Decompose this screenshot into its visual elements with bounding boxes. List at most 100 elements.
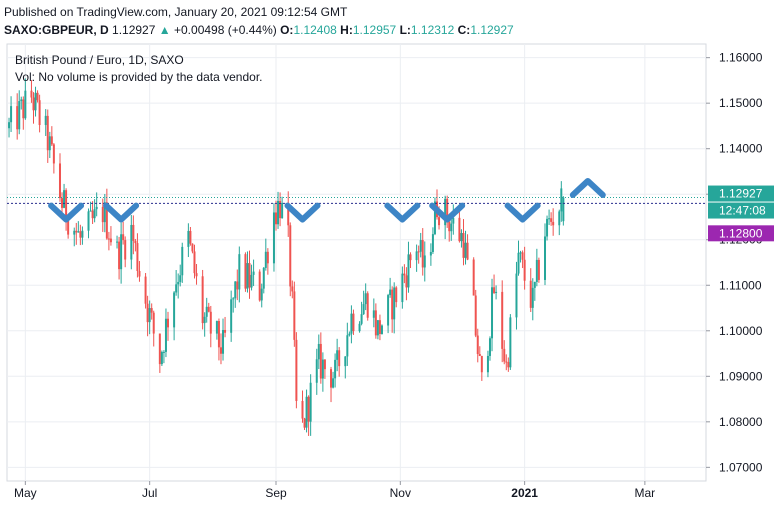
- candle: [486, 350, 489, 378]
- countdown-badge: 12:47:08: [708, 202, 774, 219]
- candle-body: [476, 335, 479, 354]
- candle-body: [65, 190, 68, 222]
- candle: [8, 117, 11, 138]
- candle-body: [146, 303, 149, 323]
- candle-body: [10, 106, 13, 123]
- candle: [120, 222, 123, 284]
- candle: [407, 241, 410, 293]
- candle: [338, 347, 341, 377]
- candle: [30, 80, 33, 103]
- candle: [303, 417, 306, 431]
- candle: [118, 236, 121, 280]
- candle: [433, 197, 436, 236]
- candle-body: [189, 230, 192, 244]
- candle-body: [20, 99, 23, 102]
- candle-body: [252, 271, 255, 275]
- candle: [558, 209, 561, 236]
- candle-body: [464, 242, 467, 258]
- candle-body: [515, 273, 518, 318]
- candle-body: [152, 312, 155, 334]
- candle: [38, 94, 41, 133]
- candle-body: [535, 259, 538, 282]
- candle: [130, 214, 133, 270]
- candle-body: [201, 276, 204, 324]
- candle-body: [77, 231, 80, 233]
- candle-body: [378, 320, 381, 334]
- candle: [189, 226, 192, 246]
- candle: [181, 242, 184, 283]
- candle-body: [336, 350, 339, 360]
- countdown-badge-text: 12:47:08: [719, 204, 766, 218]
- candle: [464, 230, 467, 265]
- candle-body: [346, 335, 349, 357]
- candle: [264, 238, 267, 271]
- candle-body: [52, 144, 55, 164]
- v-marker: [284, 202, 321, 223]
- candle: [393, 282, 396, 334]
- y-tick-label: 1.10000: [719, 324, 763, 338]
- candle-body: [495, 291, 498, 293]
- candle: [46, 109, 49, 163]
- candle: [503, 340, 506, 365]
- candle-body: [30, 90, 33, 98]
- candle: [366, 291, 369, 321]
- candle: [187, 223, 190, 258]
- candle: [201, 269, 204, 330]
- candle: [550, 212, 553, 226]
- candle-body: [421, 240, 424, 268]
- candle: [491, 278, 494, 352]
- candle: [493, 274, 496, 295]
- candle: [148, 300, 151, 335]
- open-value: 1.12408: [293, 23, 337, 37]
- candle-body: [395, 287, 398, 303]
- candle: [207, 302, 210, 313]
- candle-body: [358, 323, 361, 332]
- candle-body: [150, 308, 153, 313]
- candle-body: [38, 100, 41, 126]
- candle: [474, 289, 477, 338]
- candle: [209, 305, 212, 348]
- candle-body: [258, 271, 261, 301]
- candle-body: [330, 369, 333, 388]
- candle: [244, 252, 247, 292]
- candle: [215, 320, 218, 340]
- candle-body: [222, 329, 225, 354]
- candle-body: [486, 355, 489, 373]
- candle-body: [103, 202, 106, 223]
- candle: [544, 223, 547, 286]
- candle-body: [79, 231, 82, 238]
- candle-body: [73, 230, 76, 235]
- candle: [452, 204, 455, 235]
- candle-body: [234, 281, 237, 299]
- candle: [272, 203, 275, 272]
- candle: [65, 188, 68, 231]
- candle-body: [505, 361, 508, 363]
- pattern-markers: [48, 177, 606, 223]
- candle-body: [148, 308, 151, 323]
- candle-body: [433, 201, 436, 235]
- candle-body: [262, 267, 265, 289]
- candle-body: [107, 238, 110, 240]
- candle-body: [236, 281, 239, 290]
- candle-body: [246, 263, 249, 289]
- candle: [95, 192, 98, 217]
- candle-body: [478, 353, 481, 356]
- candle: [101, 198, 104, 232]
- candle-body: [266, 251, 269, 264]
- candle: [75, 222, 78, 245]
- candle-body: [480, 355, 483, 373]
- candle-body: [550, 218, 553, 222]
- candle: [505, 354, 508, 371]
- candle: [501, 280, 504, 363]
- candle: [535, 248, 538, 287]
- candle: [344, 356, 347, 379]
- candle: [193, 244, 196, 279]
- candle: [332, 371, 335, 389]
- candle: [248, 250, 251, 299]
- candle-body: [562, 197, 565, 222]
- candle-body: [48, 136, 51, 151]
- candle-body: [32, 97, 35, 111]
- candle-body: [317, 343, 320, 360]
- candle: [205, 297, 208, 323]
